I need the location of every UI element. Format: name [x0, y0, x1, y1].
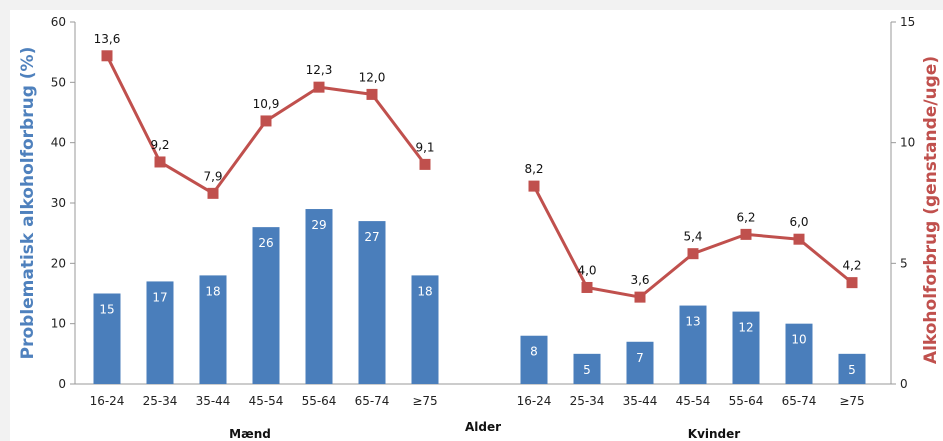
- bar: [573, 353, 601, 384]
- bar: [305, 209, 333, 384]
- line-value-label: 12,3: [306, 63, 333, 77]
- bar: [732, 311, 760, 384]
- bar-value-label: 12: [738, 321, 753, 335]
- left-y-tick-label: 10: [51, 317, 66, 331]
- x-tick-label: 45-54: [249, 394, 284, 408]
- left-y-tick-label: 40: [51, 136, 66, 150]
- line-value-label: 13,6: [94, 32, 121, 46]
- bar-value-label: 5: [848, 363, 856, 377]
- x-tick-label: 65-74: [782, 394, 817, 408]
- bar-value-label: 17: [152, 290, 167, 304]
- bar: [199, 275, 227, 384]
- left-y-tick-label: 50: [51, 75, 66, 89]
- line-value-label: 4,0: [577, 263, 596, 277]
- line-marker: [154, 156, 166, 168]
- bar-value-label: 26: [258, 236, 273, 250]
- bar-value-label: 13: [685, 315, 700, 329]
- line-marker: [846, 277, 858, 289]
- x-tick-label: 16-24: [90, 394, 125, 408]
- lines-layer: [101, 50, 858, 303]
- bar: [411, 275, 439, 384]
- line-value-label: 6,2: [736, 210, 755, 224]
- left-axis-title: Problematisk alkoholforbrug (%): [18, 47, 38, 360]
- left-y-tick-label: 20: [51, 256, 66, 270]
- bar: [626, 341, 654, 384]
- bar-value-label: 15: [99, 303, 114, 317]
- line-marker: [528, 180, 540, 192]
- line-marker: [581, 281, 593, 293]
- line-marker: [260, 115, 272, 127]
- line-marker: [740, 228, 752, 240]
- line-value-label: 9,1: [415, 140, 434, 154]
- line-marker: [313, 81, 325, 93]
- line-marker: [419, 158, 431, 170]
- right-y-tick-label: 15: [900, 15, 915, 29]
- right-y-tick-label: 5: [900, 256, 908, 270]
- bar-value-label: 7: [636, 351, 644, 365]
- x-tick-label: ≥75: [839, 394, 864, 408]
- bar: [785, 323, 813, 384]
- labels-layer: 16-24 15 25-34 17 35-44 18 45-54 26 55-64 29 65-74…: [90, 32, 865, 408]
- bar: [252, 227, 280, 384]
- line-marker: [366, 88, 378, 100]
- group-label-kvinder: Kvinder: [688, 427, 741, 441]
- x-tick-label: 25-34: [570, 394, 605, 408]
- bar: [520, 335, 548, 384]
- left-y-tick-label: 60: [51, 15, 66, 29]
- line-value-label: 9,2: [150, 138, 169, 152]
- x-tick-label: ≥75: [412, 394, 437, 408]
- bar-value-label: 18: [417, 284, 432, 298]
- bar-value-label: 29: [311, 218, 326, 232]
- bar-value-label: 5: [583, 363, 591, 377]
- bar: [358, 221, 386, 384]
- x-tick-label: 45-54: [676, 394, 711, 408]
- x-tick-label: 55-64: [302, 394, 337, 408]
- line-marker: [207, 187, 219, 199]
- line-marker: [687, 248, 699, 260]
- x-axis-title: Alder: [465, 420, 501, 434]
- line-value-label: 12,0: [359, 70, 386, 84]
- x-tick-label: 55-64: [729, 394, 764, 408]
- line-marker: [101, 50, 113, 62]
- line-value-label: 6,0: [789, 215, 808, 229]
- bar: [93, 293, 121, 384]
- right-y-tick-label: 0: [900, 377, 908, 391]
- line-value-label: 5,4: [683, 230, 702, 244]
- bar-value-label: 8: [530, 345, 538, 359]
- left-border-strip: [0, 0, 10, 441]
- tick-layer: 0 10 20 30 40 50 60 0 5 10 15: [51, 15, 916, 391]
- bar: [679, 305, 707, 384]
- left-y-tick-label: 30: [51, 196, 66, 210]
- line-value-label: 3,6: [630, 273, 649, 287]
- line-value-label: 8,2: [524, 162, 543, 176]
- x-tick-label: 65-74: [355, 394, 390, 408]
- bar-value-label: 10: [791, 333, 806, 347]
- group-label-maend: Mænd: [229, 427, 271, 441]
- line-marker: [634, 291, 646, 303]
- x-tick-label: 35-44: [196, 394, 231, 408]
- right-y-tick-label: 10: [900, 136, 915, 150]
- bar-value-label: 18: [205, 284, 220, 298]
- line-value-label: 10,9: [253, 97, 280, 111]
- bar: [146, 281, 174, 384]
- left-y-tick-label: 0: [58, 377, 66, 391]
- line-marker: [793, 233, 805, 245]
- top-border-strip: [0, 0, 943, 10]
- bar: [838, 353, 866, 384]
- x-tick-label: 25-34: [143, 394, 178, 408]
- x-tick-label: 16-24: [517, 394, 552, 408]
- bar-value-label: 27: [364, 230, 379, 244]
- x-tick-label: 35-44: [623, 394, 658, 408]
- right-axis-title: Alkoholforbrug (genstande/uge): [921, 56, 941, 364]
- line-value-label: 4,2: [842, 259, 861, 273]
- line-value-label: 7,9: [203, 169, 222, 183]
- bars-layer: [93, 209, 866, 384]
